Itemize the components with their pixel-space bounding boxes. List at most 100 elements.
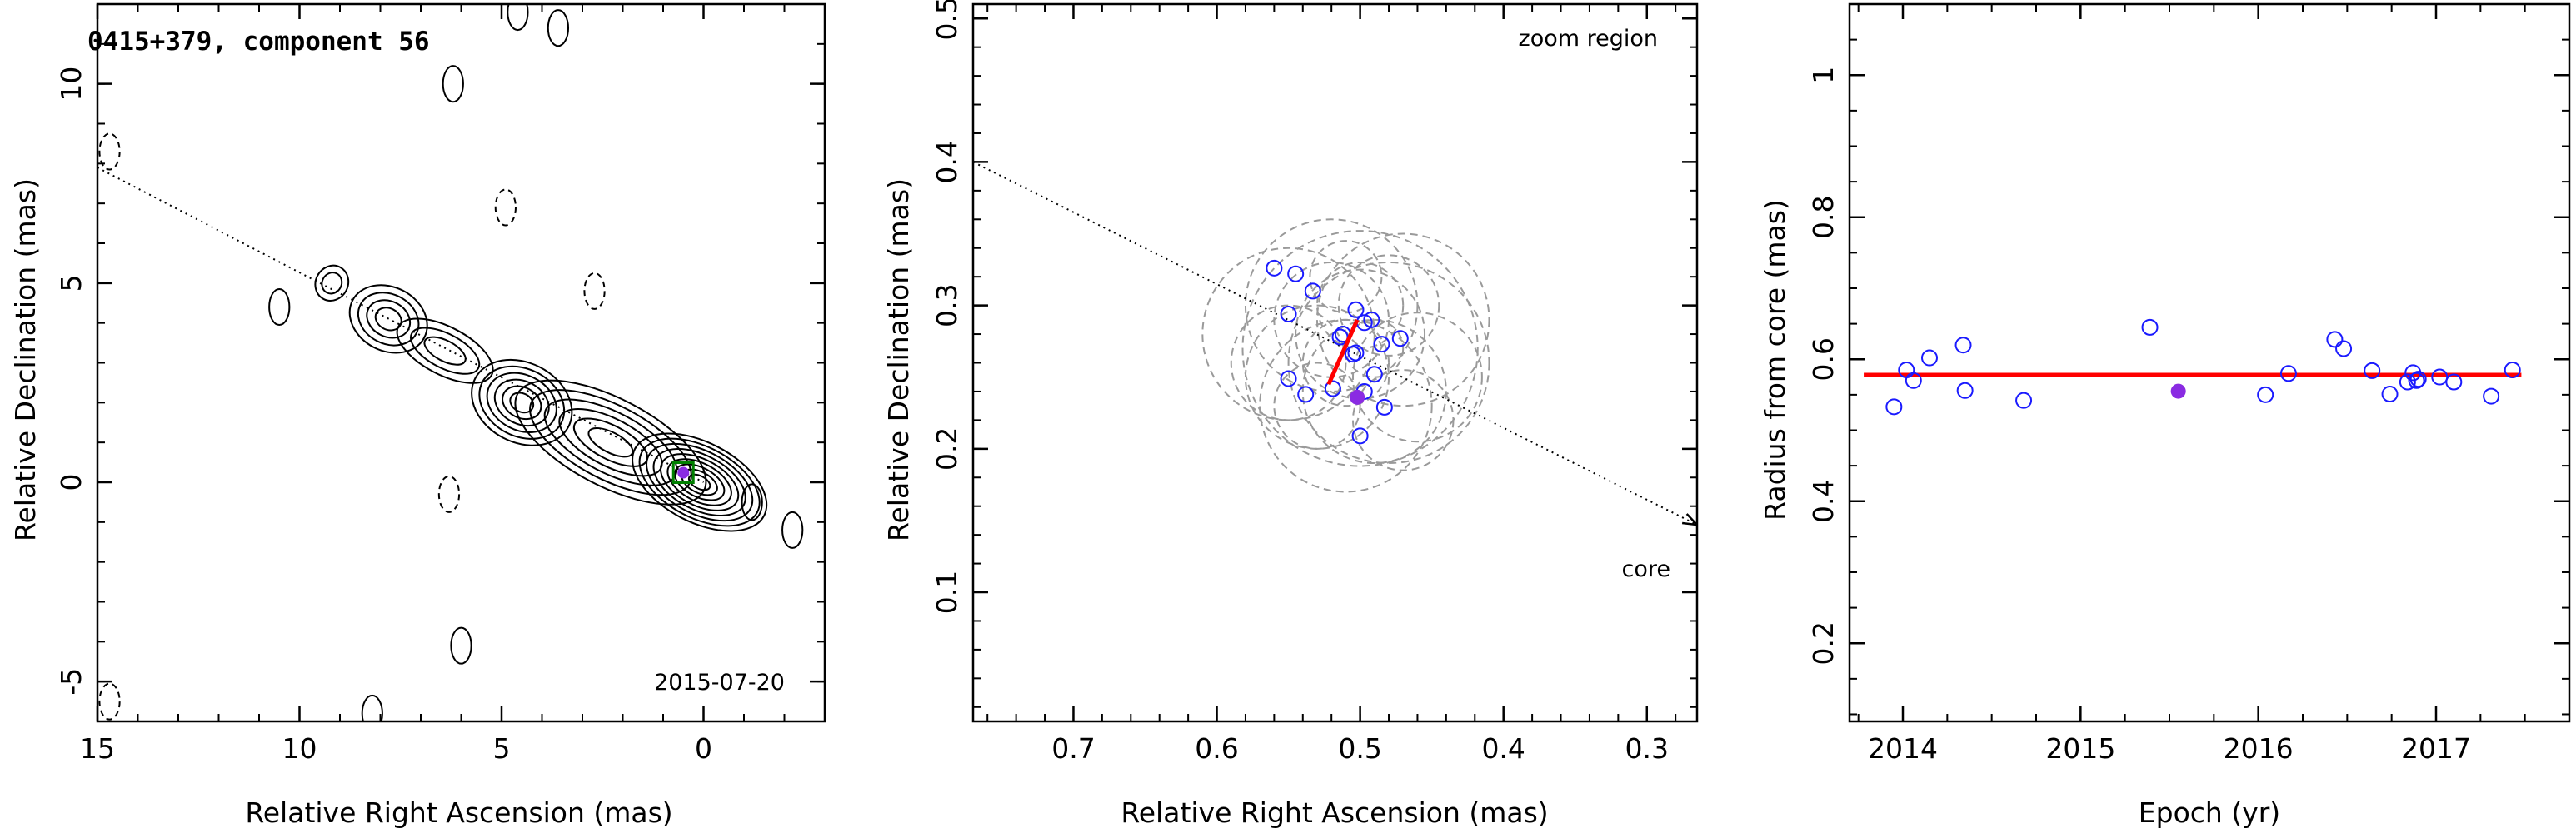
p3-open-point bbox=[2141, 318, 2159, 336]
p2-open-point bbox=[1347, 344, 1365, 362]
p1-contour bbox=[652, 447, 746, 517]
x-tick-label: 0.3 bbox=[1625, 732, 1669, 765]
p2-error-circle bbox=[1315, 261, 1405, 350]
p2-axes: 0.7 0.6 0.5 0.4 0.3 0.1 0.2 0.3 0.4 0.5 bbox=[931, 0, 1699, 765]
p1-isolated-contour bbox=[361, 694, 383, 721]
p2-open-point bbox=[1373, 336, 1390, 353]
p1-contour bbox=[660, 453, 740, 511]
p1-contour bbox=[673, 463, 726, 501]
x-tick-label: 5 bbox=[493, 732, 511, 765]
p3-open-point bbox=[1956, 382, 1974, 399]
p1-contour bbox=[486, 372, 557, 433]
p2-error-circle bbox=[1244, 218, 1419, 392]
p3-open-point bbox=[2408, 372, 2425, 389]
p2-plot-area bbox=[973, 161, 1697, 526]
p2-open-point bbox=[1375, 398, 1393, 416]
p1-contour bbox=[502, 385, 542, 421]
p2-error-circle bbox=[1301, 318, 1447, 465]
y-tick-label: 5 bbox=[55, 274, 87, 292]
p1-contour bbox=[396, 317, 494, 384]
p3-open-point bbox=[2015, 392, 2033, 409]
p2-error-circle bbox=[1301, 318, 1390, 407]
y-tick-label: 0.1 bbox=[931, 571, 963, 614]
p1-contour bbox=[348, 284, 428, 354]
p3-open-point bbox=[1954, 337, 1972, 354]
p1-x-axis-label: Relative Right Ascension (mas) bbox=[245, 796, 672, 829]
p1-isolated-contour bbox=[268, 288, 291, 327]
x-tick-label: 2016 bbox=[2224, 732, 2294, 765]
p1-contour bbox=[471, 358, 573, 446]
p3-open-point bbox=[2504, 362, 2521, 379]
p3-frame bbox=[1848, 2, 2571, 723]
p3-open-point bbox=[2445, 373, 2463, 391]
p3-axes: 2014 2015 2016 2017 0.2 0.4 0.6 0.8 1 bbox=[1807, 2, 2571, 765]
p2-open-point bbox=[1351, 427, 1369, 445]
p1-contour bbox=[493, 378, 550, 427]
p2-open-point bbox=[1297, 386, 1315, 403]
panel-contour-map: 15 10 5 0 -5 0 5 10 0415+379, component 56 2015… bbox=[9, 2, 826, 829]
p1-contour bbox=[321, 272, 343, 295]
p3-open-point bbox=[2364, 362, 2381, 379]
x-tick-label: 0 bbox=[695, 732, 712, 765]
p2-error-circle bbox=[1241, 230, 1479, 467]
p3-open-point bbox=[2257, 386, 2274, 403]
y-tick-label: 0.2 bbox=[931, 427, 963, 471]
p1-contour bbox=[587, 426, 634, 458]
p3-open-point bbox=[2381, 386, 2399, 403]
p1-contour bbox=[410, 327, 481, 375]
p1-y-axis-label: Relative Declination (mas) bbox=[9, 178, 42, 541]
p2-open-point bbox=[1347, 301, 1365, 318]
p1-contour bbox=[632, 432, 768, 532]
p2-core-label: core bbox=[1622, 556, 1670, 582]
y-tick-label: 0.3 bbox=[931, 283, 963, 327]
p2-open-point bbox=[1365, 366, 1383, 383]
p3-filled-point bbox=[2170, 383, 2186, 399]
p2-marks bbox=[973, 161, 1697, 526]
p2-error-circle bbox=[1273, 362, 1361, 450]
p1-component-square bbox=[671, 461, 695, 485]
p2-error-circle bbox=[1295, 268, 1426, 400]
p2-open-point bbox=[1324, 380, 1341, 397]
p2-error-circle bbox=[1287, 261, 1490, 465]
p1-isolated-contour bbox=[741, 483, 763, 521]
y-tick-label: 1 bbox=[1807, 67, 1840, 84]
p1-contour bbox=[374, 307, 402, 332]
p2-open-point bbox=[1280, 305, 1297, 322]
p3-plot-area bbox=[1864, 318, 2522, 416]
p2-open-point bbox=[1287, 265, 1305, 282]
p1-contour bbox=[509, 392, 535, 414]
p2-zoom-region-label: zoom region bbox=[1519, 26, 1658, 52]
p3-open-point bbox=[1885, 398, 1903, 416]
p1-contour bbox=[357, 292, 420, 347]
p1-contour bbox=[687, 473, 711, 491]
panel-zoom-region: 0.7 0.6 0.5 0.4 0.3 0.1 0.2 0.3 0.4 0.5 zoom regi… bbox=[882, 0, 1699, 829]
p1-axes: 15 10 5 0 -5 0 5 10 bbox=[55, 2, 826, 765]
p1-contour bbox=[366, 299, 412, 339]
x-tick-label: 0.6 bbox=[1195, 732, 1238, 765]
y-tick-label: 0.4 bbox=[1807, 479, 1840, 522]
p2-x-axis-label: Relative Right Ascension (mas) bbox=[1121, 796, 1548, 829]
x-tick-label: 2014 bbox=[1868, 732, 1938, 765]
y-tick-label: 0.5 bbox=[931, 0, 963, 40]
p2-error-circle bbox=[1315, 232, 1490, 407]
p3-open-point bbox=[1921, 349, 1938, 367]
x-tick-label: 0.4 bbox=[1481, 732, 1525, 765]
y-tick-label: 0.6 bbox=[1807, 337, 1840, 381]
p1-isolated-contour bbox=[781, 511, 804, 549]
p2-open-point bbox=[1280, 370, 1297, 387]
p3-y-axis-label: Radius from core (mas) bbox=[1759, 199, 1791, 521]
p3-open-point bbox=[1905, 372, 1922, 389]
p2-frame bbox=[971, 2, 1699, 723]
y-tick-label: 0.2 bbox=[1807, 621, 1840, 665]
x-tick-label: 15 bbox=[80, 732, 115, 765]
p1-negative-contour bbox=[98, 682, 121, 721]
p1-contour bbox=[314, 264, 350, 302]
p3-open-point bbox=[2279, 365, 2297, 382]
p1-isolated-contour bbox=[547, 9, 570, 47]
p3-open-point bbox=[2335, 340, 2353, 357]
x-tick-label: 10 bbox=[282, 732, 317, 765]
p2-jet-direction-line bbox=[973, 161, 1697, 526]
p2-error-circle bbox=[1230, 304, 1347, 421]
y-tick-label: 0.8 bbox=[1807, 196, 1840, 239]
